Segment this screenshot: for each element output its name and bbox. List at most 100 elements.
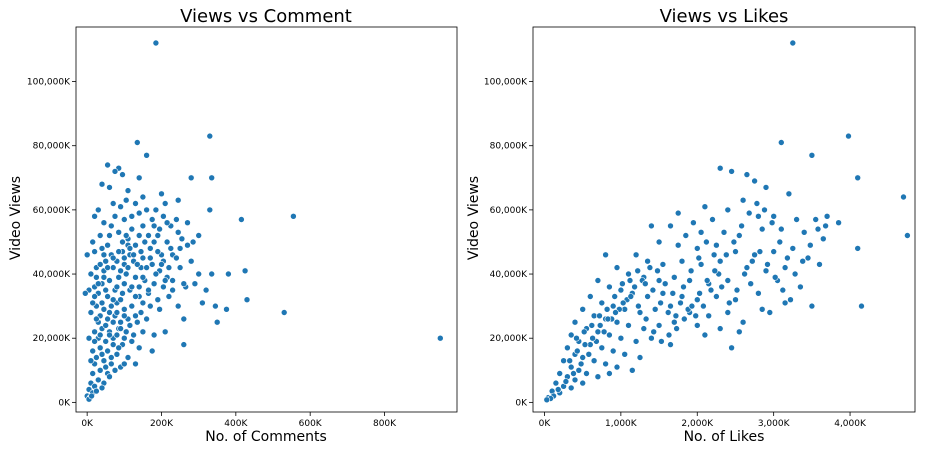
data-point bbox=[781, 264, 789, 271]
data-point bbox=[677, 299, 684, 307]
data-point bbox=[606, 283, 613, 291]
data-point bbox=[705, 312, 713, 320]
data-point bbox=[113, 309, 121, 316]
data-point bbox=[178, 235, 186, 243]
data-point bbox=[126, 322, 134, 329]
data-point bbox=[148, 261, 156, 268]
data-point bbox=[713, 293, 720, 300]
data-point bbox=[195, 232, 202, 239]
data-point bbox=[115, 229, 122, 236]
data-point bbox=[589, 334, 596, 342]
data-point bbox=[768, 219, 776, 226]
data-point bbox=[596, 312, 603, 320]
data-point bbox=[625, 322, 632, 329]
data-point bbox=[762, 184, 770, 191]
data-point bbox=[748, 257, 756, 265]
data-point bbox=[669, 289, 677, 297]
data-point bbox=[787, 296, 794, 304]
data-point bbox=[858, 302, 865, 310]
data-point bbox=[590, 312, 598, 320]
data-point bbox=[113, 350, 121, 358]
data-point bbox=[119, 238, 126, 246]
data-point bbox=[573, 334, 580, 342]
data-point bbox=[161, 277, 169, 284]
data-point bbox=[845, 132, 852, 140]
data-point bbox=[738, 222, 745, 230]
data-point bbox=[109, 200, 117, 207]
data-point bbox=[670, 273, 678, 281]
data-point bbox=[132, 200, 139, 207]
data-point bbox=[619, 299, 627, 307]
data-point bbox=[577, 360, 585, 368]
data-point bbox=[761, 206, 768, 214]
data-point bbox=[756, 248, 764, 255]
data-point bbox=[594, 328, 602, 336]
data-point bbox=[173, 254, 180, 262]
data-point bbox=[108, 222, 115, 230]
data-point bbox=[655, 277, 663, 284]
data-point bbox=[594, 373, 602, 381]
data-point bbox=[85, 334, 93, 342]
data-point bbox=[728, 168, 735, 175]
data-point bbox=[154, 232, 162, 239]
data-point bbox=[169, 277, 176, 284]
data-point bbox=[152, 39, 160, 47]
y-axis-label: Video Views bbox=[466, 176, 482, 260]
data-point bbox=[585, 350, 593, 358]
data-point bbox=[202, 286, 210, 294]
data-point bbox=[687, 267, 695, 275]
data-point bbox=[89, 347, 96, 355]
data-point bbox=[115, 273, 122, 281]
data-point bbox=[225, 270, 232, 278]
data-point bbox=[747, 280, 755, 288]
y-tick-label: 100,000K bbox=[27, 78, 71, 88]
data-point bbox=[710, 251, 718, 259]
data-point bbox=[130, 251, 137, 259]
data-point bbox=[619, 280, 626, 288]
data-point bbox=[611, 293, 619, 300]
data-point bbox=[648, 222, 655, 230]
data-point bbox=[184, 241, 191, 249]
data-point bbox=[206, 206, 214, 214]
data-point bbox=[720, 229, 728, 236]
data-point bbox=[632, 251, 640, 259]
data-point bbox=[223, 305, 230, 313]
data-point bbox=[158, 261, 165, 268]
data-point bbox=[635, 302, 642, 310]
data-point bbox=[135, 344, 143, 352]
data-point bbox=[751, 251, 758, 259]
y-axis-ticks: 0K 20,000K 40,000K 60,000K 80,000K 100,000K bbox=[27, 78, 76, 408]
data-point bbox=[102, 322, 109, 329]
chart-views-vs-likes: Views vs Likes No. of Likes Video Views … bbox=[466, 6, 916, 445]
data-point bbox=[697, 229, 705, 236]
data-point bbox=[799, 257, 807, 265]
data-point bbox=[104, 264, 111, 271]
data-point bbox=[132, 241, 139, 249]
data-point bbox=[96, 366, 104, 374]
data-point bbox=[119, 289, 126, 297]
data-point bbox=[646, 264, 654, 271]
y-tick-label: 100,000K bbox=[484, 78, 528, 88]
data-point bbox=[590, 357, 598, 365]
data-point bbox=[143, 264, 150, 271]
data-point bbox=[124, 354, 132, 361]
data-point bbox=[141, 238, 149, 246]
data-point bbox=[106, 331, 113, 339]
data-point bbox=[91, 248, 98, 255]
x-tick-label: 1,000K bbox=[605, 419, 638, 429]
data-point bbox=[703, 277, 711, 284]
data-point bbox=[621, 350, 629, 358]
data-point bbox=[145, 286, 152, 294]
data-point bbox=[154, 296, 162, 304]
data-point bbox=[113, 331, 121, 339]
data-point bbox=[167, 245, 175, 252]
data-point bbox=[139, 193, 147, 201]
data-point bbox=[100, 357, 108, 365]
x-tick-label: 3,000K bbox=[758, 419, 791, 429]
y-tick-label: 40,000K bbox=[33, 270, 71, 280]
y-axis-ticks: 0K 20,000K 40,000K 60,000K 80,000K 100,000K bbox=[484, 78, 533, 408]
data-point bbox=[581, 341, 589, 348]
data-point bbox=[161, 328, 169, 336]
data-point bbox=[137, 248, 145, 255]
data-point bbox=[779, 286, 787, 294]
